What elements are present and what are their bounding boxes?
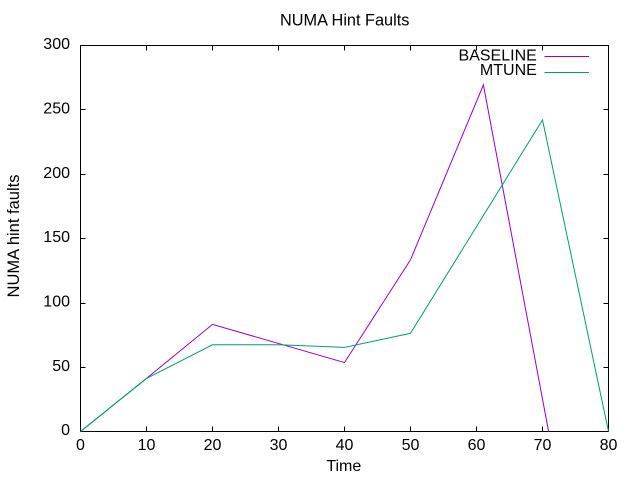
svg-text:30: 30 <box>270 437 288 454</box>
svg-text:40: 40 <box>336 437 354 454</box>
svg-text:50: 50 <box>52 358 70 375</box>
svg-text:250: 250 <box>43 101 70 118</box>
svg-text:10: 10 <box>138 437 156 454</box>
svg-text:0: 0 <box>61 422 70 439</box>
svg-text:0: 0 <box>76 437 85 454</box>
svg-text:300: 300 <box>43 36 70 53</box>
svg-text:150: 150 <box>43 229 70 246</box>
svg-text:60: 60 <box>468 437 486 454</box>
svg-text:NUMA Hint Faults: NUMA Hint Faults <box>280 12 409 30</box>
svg-text:100: 100 <box>43 294 70 311</box>
svg-text:NUMA hint faults: NUMA hint faults <box>5 175 23 298</box>
svg-text:MTUNE: MTUNE <box>480 62 537 79</box>
svg-text:80: 80 <box>600 437 618 454</box>
svg-text:Time: Time <box>326 458 361 475</box>
svg-text:70: 70 <box>534 437 552 454</box>
svg-text:20: 20 <box>204 437 222 454</box>
svg-text:200: 200 <box>43 165 70 182</box>
svg-text:BASELINE: BASELINE <box>459 47 537 64</box>
svg-text:50: 50 <box>402 437 420 454</box>
